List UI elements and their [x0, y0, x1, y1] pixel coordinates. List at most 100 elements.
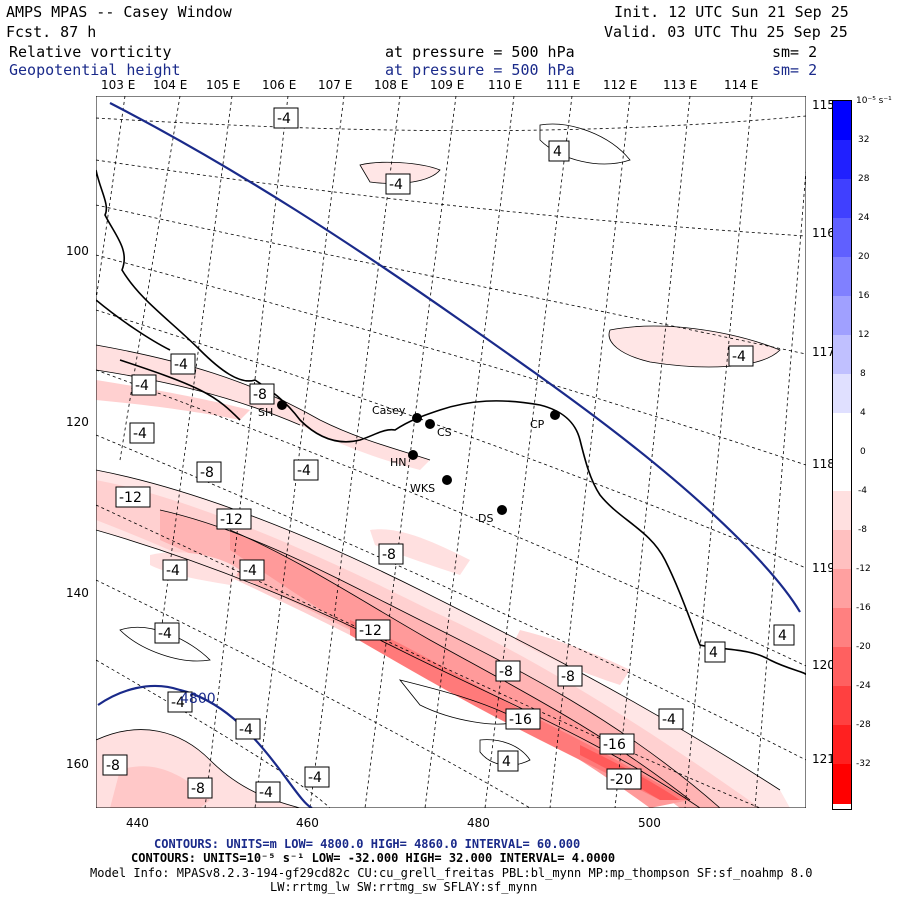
forecast-hour: Fcst. 87 h	[6, 23, 97, 41]
contour-label: -4	[308, 770, 322, 786]
lon-label: 110 E	[488, 78, 523, 92]
contour-label: -4	[732, 349, 746, 365]
colorbar-tick: -32	[856, 759, 871, 769]
contour-label: -4	[171, 695, 185, 711]
vorticity-contour-info: CONTOURS: UNITS=10⁻⁵ s⁻¹ LOW= -32.000 HI…	[131, 851, 616, 865]
contour-label: 4	[778, 628, 787, 644]
height-contour-info: CONTOURS: UNITS=m LOW= 4800.0 HIGH= 4860…	[154, 837, 581, 851]
stations: SH Casey CS CP HN WKS DS	[258, 400, 560, 525]
colorbar-tick: 8	[860, 369, 866, 379]
colorbar-tick: 28	[858, 174, 870, 184]
station-label: WKS	[410, 482, 435, 495]
y-axis-label: 120	[66, 415, 89, 429]
station-label: CS	[437, 426, 452, 439]
colorbar-unit: 10⁻⁵ s⁻¹	[856, 96, 892, 106]
lon-label: 109 E	[430, 78, 465, 92]
contour-label: -8	[561, 669, 575, 685]
contour-label: -16	[603, 737, 626, 753]
x-axis-label: 440	[126, 816, 149, 830]
contour-label: -4	[166, 563, 180, 579]
field2-level: at pressure = 500 hPa	[385, 61, 575, 79]
contour-label: -4	[277, 111, 291, 127]
colorbar-segment	[833, 374, 851, 413]
x-axis-label: 460	[296, 816, 319, 830]
colorbar-tick: 16	[858, 291, 870, 301]
lon-label: 108 E	[374, 78, 409, 92]
station-marker	[277, 400, 287, 410]
colorbar-segment	[833, 686, 851, 725]
colorbar-segment	[833, 608, 851, 647]
colorbar-tick: 24	[858, 213, 870, 223]
colorbar-segment	[833, 335, 851, 374]
coastline	[96, 169, 806, 676]
field1-smooth: sm= 2	[772, 43, 818, 61]
model-info-physics: LW:rrtmg_lw SW:rrtmg_sw SFLAY:sf_mynn	[270, 880, 538, 894]
contour-label: -8	[106, 758, 120, 774]
colorbar-segment	[833, 569, 851, 608]
contour-label: -4	[239, 722, 253, 738]
lon-label: 114 E	[724, 78, 759, 92]
lon-label: 112 E	[603, 78, 638, 92]
contour-label: -20	[610, 772, 633, 788]
init-time: Init. 12 UTC Sun 21 Sep 25	[614, 3, 849, 21]
station-marker	[408, 450, 418, 460]
contour-label: -12	[220, 512, 243, 528]
contour-label: -16	[509, 712, 532, 728]
colorbar-segment	[833, 257, 851, 296]
contour-label: 4	[502, 754, 511, 770]
contour-label: -4	[133, 426, 147, 442]
contour-label: -12	[119, 490, 142, 506]
contour-label: -12	[359, 623, 382, 639]
colorbar-tick: -16	[856, 603, 871, 613]
x-axis-label: 480	[467, 816, 490, 830]
station-marker	[442, 475, 452, 485]
colorbar-segment	[833, 647, 851, 686]
contour-label: 4	[553, 144, 562, 160]
colorbar	[832, 100, 852, 810]
station-label: Casey	[372, 404, 406, 417]
colorbar-segment	[833, 140, 851, 179]
height-contour-label: 4800	[180, 691, 216, 707]
station-label: CP	[530, 418, 545, 431]
colorbar-tick: 0	[860, 447, 866, 457]
contour-label: -4	[174, 357, 188, 373]
contour-label: -4	[389, 177, 403, 193]
colorbar-segment	[833, 725, 851, 764]
colorbar-tick: 4	[860, 408, 866, 418]
contour-label: -4	[243, 563, 257, 579]
model-info: Model Info: MPASv8.2.3-194-gf29cd82c CU:…	[90, 866, 813, 880]
colorbar-tick: -24	[856, 681, 871, 691]
contour-label: -8	[382, 547, 396, 563]
station-label: SH	[258, 406, 273, 419]
colorbar-segment	[833, 296, 851, 335]
field2-name: Geopotential height	[9, 61, 181, 79]
lon-label: 104 E	[153, 78, 188, 92]
station-marker	[412, 413, 422, 423]
lon-label: 113 E	[663, 78, 698, 92]
lon-label: 106 E	[262, 78, 297, 92]
map-title: AMPS MPAS -- Casey Window	[6, 3, 232, 21]
lon-label: 103 E	[101, 78, 136, 92]
station-marker	[550, 410, 560, 420]
x-axis-label: 500	[638, 816, 661, 830]
colorbar-tick: -4	[858, 486, 867, 496]
contour-label: -4	[662, 712, 676, 728]
contour-label: -4	[158, 626, 172, 642]
colorbar-segment	[833, 413, 851, 491]
y-axis-label: 140	[66, 586, 89, 600]
lon-label: 111 E	[546, 78, 581, 92]
colorbar-segment	[833, 491, 851, 530]
station-marker	[497, 505, 507, 515]
colorbar-tick: -20	[856, 642, 871, 652]
map-panel: SH Casey CS CP HN WKS DS -4 -4 4 -4 -4 -…	[96, 96, 806, 808]
station-marker	[425, 419, 435, 429]
field1-level: at pressure = 500 hPa	[385, 43, 575, 61]
y-axis-label: 160	[66, 757, 89, 771]
lon-label: 107 E	[318, 78, 353, 92]
colorbar-tick: 20	[858, 252, 870, 262]
vorticity-contour-labels: -4 -4 4 -4 -4 -4 -8 -4 -4 -4 -8 -12 -12 …	[102, 107, 795, 803]
contour-label: -8	[200, 465, 214, 481]
colorbar-tick: 32	[858, 135, 870, 145]
valid-time: Valid. 03 UTC Thu 25 Sep 25	[604, 23, 848, 41]
colorbar-segment	[833, 218, 851, 257]
